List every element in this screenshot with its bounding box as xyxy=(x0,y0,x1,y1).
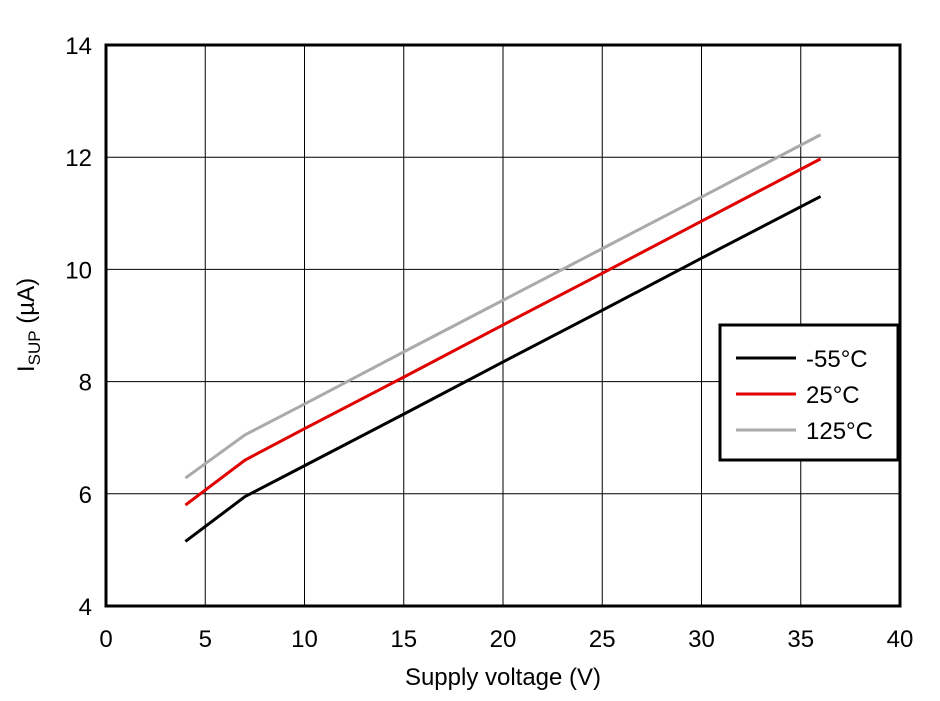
x-tick-label: 35 xyxy=(787,626,814,653)
y-tick-label: 6 xyxy=(79,482,92,509)
y-axis-label: ISUP (µA) xyxy=(13,278,44,372)
y-label-rest: (µA) xyxy=(13,278,40,331)
x-tick-label: 40 xyxy=(887,626,914,653)
y-label-main: I xyxy=(13,365,40,372)
x-tick-label: 30 xyxy=(688,626,715,653)
legend-label: 25°C xyxy=(806,382,860,409)
x-axis-label: Supply voltage (V) xyxy=(405,664,601,691)
y-label-sub: SUP xyxy=(25,330,44,365)
y-tick-label: 4 xyxy=(79,594,92,621)
legend-label: 125°C xyxy=(806,418,873,445)
data-line xyxy=(184,157,822,507)
y-tick-label: 8 xyxy=(79,370,92,397)
y-tick-label: 12 xyxy=(65,145,92,172)
x-tick-label: 5 xyxy=(199,626,212,653)
plot-frame xyxy=(104,43,902,608)
data-line xyxy=(184,133,822,480)
x-tick-label: 0 xyxy=(99,626,112,653)
x-tick-label: 20 xyxy=(490,626,517,653)
data-line xyxy=(184,195,822,543)
legend-label: -55°C xyxy=(806,346,868,373)
x-tick-label: 15 xyxy=(390,626,417,653)
y-tick-label: 14 xyxy=(65,33,92,60)
x-tick-label: 10 xyxy=(291,626,318,653)
y-tick-label: 10 xyxy=(65,257,92,284)
x-tick-label: 25 xyxy=(589,626,616,653)
